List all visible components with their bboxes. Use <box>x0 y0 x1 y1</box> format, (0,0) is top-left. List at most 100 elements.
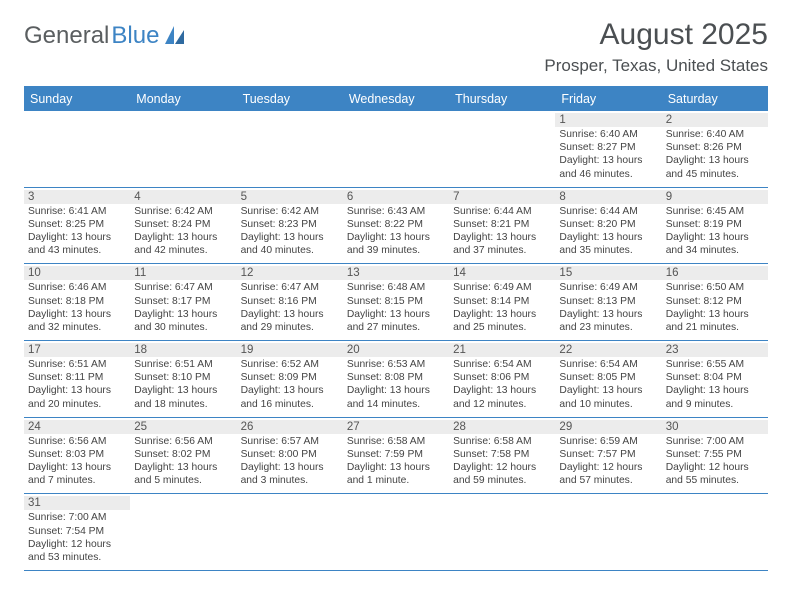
sunset-text: Sunset: 8:20 PM <box>559 218 657 231</box>
week-row: 1Sunrise: 6:40 AMSunset: 8:27 PMDaylight… <box>24 111 768 188</box>
day-info: Sunrise: 6:56 AMSunset: 8:02 PMDaylight:… <box>134 435 232 488</box>
sunset-text: Sunset: 8:21 PM <box>453 218 551 231</box>
day-number: 21 <box>449 343 555 357</box>
sunset-text: Sunset: 8:04 PM <box>666 371 764 384</box>
day-number: 27 <box>343 420 449 434</box>
sunset-text: Sunset: 8:14 PM <box>453 295 551 308</box>
day-number: 19 <box>237 343 343 357</box>
logo: GeneralBlue <box>24 22 185 50</box>
day-cell: 25Sunrise: 6:56 AMSunset: 8:02 PMDayligh… <box>130 418 236 494</box>
day-number: 10 <box>24 266 130 280</box>
day-cell: 31Sunrise: 7:00 AMSunset: 7:54 PMDayligh… <box>24 494 130 570</box>
day-info: Sunrise: 6:59 AMSunset: 7:57 PMDaylight:… <box>559 435 657 488</box>
sunrise-text: Sunrise: 6:54 AM <box>453 358 551 371</box>
sunrise-text: Sunrise: 6:48 AM <box>347 281 445 294</box>
location: Prosper, Texas, United States <box>544 56 768 76</box>
calendar-page: GeneralBlue August 2025 Prosper, Texas, … <box>0 0 792 571</box>
day-number: 1 <box>555 113 661 127</box>
day-cell: 9Sunrise: 6:45 AMSunset: 8:19 PMDaylight… <box>662 188 768 264</box>
daylight-text: Daylight: 13 hours and 25 minutes. <box>453 308 551 334</box>
sunset-text: Sunset: 8:17 PM <box>134 295 232 308</box>
day-cell <box>130 494 236 570</box>
day-cell <box>555 494 661 570</box>
sunset-text: Sunset: 7:54 PM <box>28 525 126 538</box>
day-cell: 14Sunrise: 6:49 AMSunset: 8:14 PMDayligh… <box>449 264 555 340</box>
daylight-text: Daylight: 13 hours and 42 minutes. <box>134 231 232 257</box>
day-number: 26 <box>237 420 343 434</box>
day-cell: 16Sunrise: 6:50 AMSunset: 8:12 PMDayligh… <box>662 264 768 340</box>
day-info: Sunrise: 6:51 AMSunset: 8:10 PMDaylight:… <box>134 358 232 411</box>
day-cell <box>24 111 130 187</box>
daylight-text: Daylight: 12 hours and 59 minutes. <box>453 461 551 487</box>
sunset-text: Sunset: 8:16 PM <box>241 295 339 308</box>
sunset-text: Sunset: 8:25 PM <box>28 218 126 231</box>
sunrise-text: Sunrise: 6:49 AM <box>453 281 551 294</box>
day-info: Sunrise: 6:43 AMSunset: 8:22 PMDaylight:… <box>347 205 445 258</box>
daylight-text: Daylight: 13 hours and 35 minutes. <box>559 231 657 257</box>
day-cell: 11Sunrise: 6:47 AMSunset: 8:17 PMDayligh… <box>130 264 236 340</box>
logo-text-general: General <box>24 22 109 50</box>
header: GeneralBlue August 2025 Prosper, Texas, … <box>24 18 768 76</box>
sunset-text: Sunset: 8:26 PM <box>666 141 764 154</box>
sunrise-text: Sunrise: 6:51 AM <box>134 358 232 371</box>
day-number: 2 <box>662 113 768 127</box>
daylight-text: Daylight: 13 hours and 43 minutes. <box>28 231 126 257</box>
daylight-text: Daylight: 12 hours and 55 minutes. <box>666 461 764 487</box>
day-number: 28 <box>449 420 555 434</box>
day-number: 9 <box>662 190 768 204</box>
sunrise-text: Sunrise: 6:57 AM <box>241 435 339 448</box>
sunrise-text: Sunrise: 6:54 AM <box>559 358 657 371</box>
day-cell: 10Sunrise: 6:46 AMSunset: 8:18 PMDayligh… <box>24 264 130 340</box>
sunset-text: Sunset: 8:08 PM <box>347 371 445 384</box>
daylight-text: Daylight: 13 hours and 46 minutes. <box>559 154 657 180</box>
daylight-text: Daylight: 13 hours and 20 minutes. <box>28 384 126 410</box>
sunrise-text: Sunrise: 6:51 AM <box>28 358 126 371</box>
daylight-text: Daylight: 13 hours and 23 minutes. <box>559 308 657 334</box>
day-info: Sunrise: 6:47 AMSunset: 8:17 PMDaylight:… <box>134 281 232 334</box>
day-cell: 17Sunrise: 6:51 AMSunset: 8:11 PMDayligh… <box>24 341 130 417</box>
sunset-text: Sunset: 8:02 PM <box>134 448 232 461</box>
day-info: Sunrise: 6:49 AMSunset: 8:13 PMDaylight:… <box>559 281 657 334</box>
sunrise-text: Sunrise: 6:41 AM <box>28 205 126 218</box>
sunset-text: Sunset: 8:24 PM <box>134 218 232 231</box>
day-info: Sunrise: 7:00 AMSunset: 7:55 PMDaylight:… <box>666 435 764 488</box>
day-info: Sunrise: 6:46 AMSunset: 8:18 PMDaylight:… <box>28 281 126 334</box>
day-info: Sunrise: 6:50 AMSunset: 8:12 PMDaylight:… <box>666 281 764 334</box>
day-info: Sunrise: 6:54 AMSunset: 8:05 PMDaylight:… <box>559 358 657 411</box>
day-cell: 26Sunrise: 6:57 AMSunset: 8:00 PMDayligh… <box>237 418 343 494</box>
daylight-text: Daylight: 13 hours and 12 minutes. <box>453 384 551 410</box>
sunrise-text: Sunrise: 6:42 AM <box>134 205 232 218</box>
day-header: Friday <box>555 88 661 111</box>
day-header: Tuesday <box>237 88 343 111</box>
day-info: Sunrise: 7:00 AMSunset: 7:54 PMDaylight:… <box>28 511 126 564</box>
day-info: Sunrise: 6:47 AMSunset: 8:16 PMDaylight:… <box>241 281 339 334</box>
daylight-text: Daylight: 13 hours and 39 minutes. <box>347 231 445 257</box>
sunset-text: Sunset: 7:57 PM <box>559 448 657 461</box>
day-cell: 30Sunrise: 7:00 AMSunset: 7:55 PMDayligh… <box>662 418 768 494</box>
logo-sail-icon <box>163 26 185 46</box>
day-header: Thursday <box>449 88 555 111</box>
sunset-text: Sunset: 8:19 PM <box>666 218 764 231</box>
daylight-text: Daylight: 13 hours and 45 minutes. <box>666 154 764 180</box>
sunrise-text: Sunrise: 6:50 AM <box>666 281 764 294</box>
sunrise-text: Sunrise: 6:45 AM <box>666 205 764 218</box>
day-cell: 2Sunrise: 6:40 AMSunset: 8:26 PMDaylight… <box>662 111 768 187</box>
day-info: Sunrise: 6:49 AMSunset: 8:14 PMDaylight:… <box>453 281 551 334</box>
sunset-text: Sunset: 8:05 PM <box>559 371 657 384</box>
day-info: Sunrise: 6:40 AMSunset: 8:27 PMDaylight:… <box>559 128 657 181</box>
week-row: 24Sunrise: 6:56 AMSunset: 8:03 PMDayligh… <box>24 418 768 495</box>
sunset-text: Sunset: 8:11 PM <box>28 371 126 384</box>
month-title: August 2025 <box>544 18 768 52</box>
sunrise-text: Sunrise: 6:46 AM <box>28 281 126 294</box>
day-cell <box>130 111 236 187</box>
daylight-text: Daylight: 13 hours and 7 minutes. <box>28 461 126 487</box>
day-cell: 27Sunrise: 6:58 AMSunset: 7:59 PMDayligh… <box>343 418 449 494</box>
daylight-text: Daylight: 12 hours and 53 minutes. <box>28 538 126 564</box>
day-number: 15 <box>555 266 661 280</box>
day-cell: 5Sunrise: 6:42 AMSunset: 8:23 PMDaylight… <box>237 188 343 264</box>
sunrise-text: Sunrise: 6:58 AM <box>347 435 445 448</box>
sunrise-text: Sunrise: 6:47 AM <box>241 281 339 294</box>
day-cell: 7Sunrise: 6:44 AMSunset: 8:21 PMDaylight… <box>449 188 555 264</box>
day-number: 12 <box>237 266 343 280</box>
sunset-text: Sunset: 7:59 PM <box>347 448 445 461</box>
